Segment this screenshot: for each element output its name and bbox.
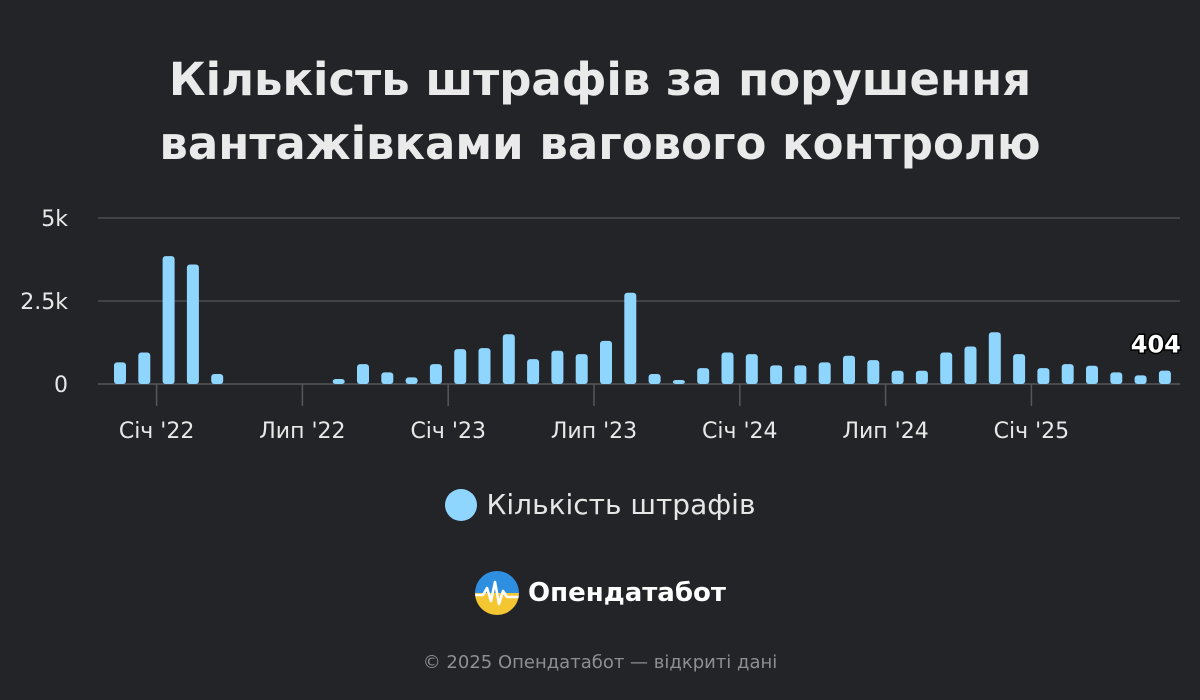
bar bbox=[672, 380, 685, 384]
bar bbox=[1061, 364, 1074, 384]
bar bbox=[357, 364, 369, 384]
title-line-2: вантажівками вагового контролю bbox=[159, 117, 1041, 170]
x-tick-label: Січ '24 bbox=[702, 419, 778, 444]
logo-text: Опендатабот bbox=[528, 578, 726, 608]
y-tick-label: 0 bbox=[54, 373, 68, 398]
chart-title: Кількість штрафів за порушення вантажівк… bbox=[0, 48, 1200, 176]
bar bbox=[721, 352, 734, 384]
bar bbox=[988, 332, 1001, 384]
bar bbox=[1086, 365, 1098, 384]
bar bbox=[648, 374, 661, 384]
bar bbox=[964, 346, 977, 384]
x-tick-label: Лип '24 bbox=[842, 419, 928, 444]
bar bbox=[697, 368, 710, 384]
bar-chart: 0 2.5k 5k Січ '22 Лип '22 Січ '23 Лип '23 Січ '… bbox=[20, 207, 1182, 444]
footer-copyright: © 2025 Опендатабот — відкриті дані bbox=[422, 652, 778, 673]
bar bbox=[1158, 370, 1171, 384]
x-tick-label: Лип '22 bbox=[259, 419, 345, 444]
bar bbox=[818, 362, 831, 384]
bar bbox=[138, 352, 151, 384]
x-tick-label: Січ '25 bbox=[994, 419, 1070, 444]
bar bbox=[429, 364, 442, 384]
bar bbox=[454, 349, 467, 384]
bar bbox=[770, 365, 783, 384]
bar bbox=[843, 355, 855, 384]
bar bbox=[114, 362, 126, 384]
bar bbox=[186, 264, 199, 384]
bar bbox=[1013, 354, 1026, 384]
bar bbox=[1110, 372, 1123, 384]
bar bbox=[551, 350, 564, 384]
bar bbox=[1037, 368, 1050, 384]
bar bbox=[405, 377, 418, 384]
bar bbox=[1134, 375, 1147, 384]
legend-marker bbox=[444, 488, 477, 521]
data-label: 404 bbox=[1131, 331, 1181, 359]
bar bbox=[478, 348, 491, 384]
x-tick-label: Січ '23 bbox=[410, 419, 486, 444]
x-tick-label: Лип '23 bbox=[551, 419, 637, 444]
bar bbox=[915, 370, 928, 384]
legend[interactable]: Кількість штрафів bbox=[0, 488, 1200, 521]
opendatabot-logo-icon bbox=[475, 571, 520, 615]
y-tick-label: 2.5k bbox=[20, 290, 68, 315]
bar bbox=[891, 370, 904, 384]
bar bbox=[624, 292, 637, 384]
bar bbox=[600, 340, 612, 384]
y-tick-label: 5k bbox=[41, 207, 68, 232]
legend-label: Кількість штрафів bbox=[486, 488, 756, 521]
bar bbox=[211, 374, 224, 384]
bar bbox=[794, 365, 807, 384]
bar bbox=[381, 372, 394, 384]
bar bbox=[867, 360, 880, 384]
bar bbox=[527, 359, 540, 384]
bar bbox=[575, 354, 588, 384]
bar bbox=[502, 334, 515, 384]
bar bbox=[162, 256, 175, 384]
bar bbox=[745, 354, 758, 384]
bar bbox=[332, 379, 345, 384]
brand-logo[interactable]: Опендатабот bbox=[0, 570, 1200, 616]
title-line-1: Кількість штрафів за порушення bbox=[168, 53, 1032, 106]
x-tick-label: Січ '22 bbox=[119, 419, 195, 444]
bar bbox=[940, 352, 953, 384]
